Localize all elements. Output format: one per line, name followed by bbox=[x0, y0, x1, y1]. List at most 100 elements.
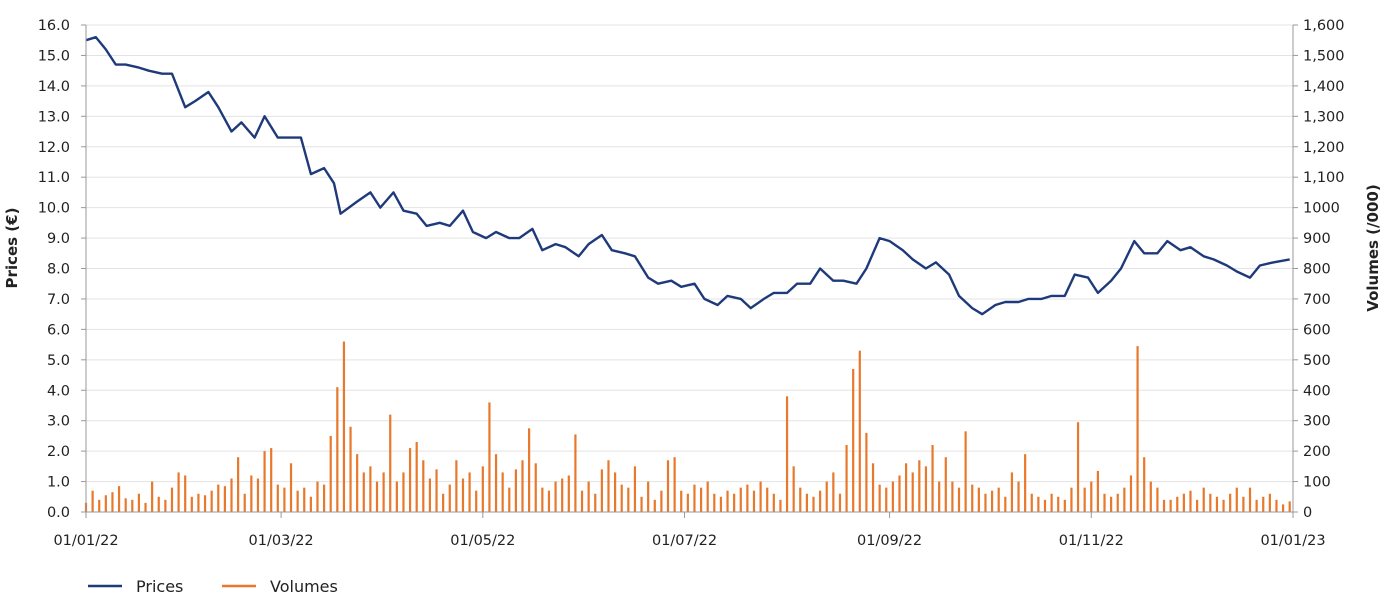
volume-bar bbox=[111, 492, 114, 512]
y-left-tick-label: 15.0 bbox=[38, 48, 70, 64]
volume-bar bbox=[812, 496, 815, 512]
volume-bar bbox=[1281, 504, 1285, 512]
volume-bar bbox=[521, 460, 524, 512]
y-right-tick-label: 300 bbox=[1303, 414, 1331, 430]
volume-bar bbox=[739, 487, 742, 512]
volume-bar bbox=[177, 472, 180, 512]
volume-bar bbox=[554, 481, 557, 512]
volume-bar bbox=[1189, 490, 1192, 512]
volume-bar bbox=[871, 463, 875, 512]
volume-bar bbox=[561, 478, 564, 512]
y-left-tick-label: 12.0 bbox=[38, 140, 70, 156]
volume-bar bbox=[289, 463, 293, 512]
volume-bar bbox=[342, 341, 346, 512]
volume-bar bbox=[766, 487, 769, 512]
volume-bar bbox=[693, 484, 696, 512]
volume-bar bbox=[819, 490, 822, 512]
y-left-tick-label: 14.0 bbox=[38, 79, 70, 95]
volume-bar bbox=[468, 472, 471, 512]
y-left-tick-label: 8.0 bbox=[47, 262, 70, 278]
volume-bar bbox=[1017, 481, 1020, 512]
y-right-axis-title: Volumes (/000) bbox=[1364, 184, 1382, 311]
legend-volumes-label: Volumes bbox=[270, 577, 338, 596]
x-tick-label: 01/09/22 bbox=[857, 533, 922, 549]
volume-bar bbox=[640, 496, 643, 512]
volume-bar bbox=[256, 478, 260, 512]
volume-bar bbox=[415, 441, 418, 512]
volume-bar bbox=[627, 487, 630, 512]
volume-bar bbox=[455, 460, 458, 512]
volume-bar bbox=[237, 457, 240, 512]
volume-bar bbox=[594, 493, 597, 512]
volume-bar bbox=[990, 490, 994, 512]
volume-bar bbox=[1182, 493, 1185, 512]
volume-bar bbox=[1136, 346, 1139, 512]
volume-bar bbox=[984, 493, 987, 512]
volume-bar bbox=[838, 493, 842, 512]
price-series-line bbox=[85, 36, 1290, 316]
volume-bar bbox=[1096, 470, 1099, 512]
volume-bar bbox=[1090, 481, 1093, 512]
volume-bar bbox=[1242, 496, 1245, 512]
volume-bar bbox=[1103, 493, 1106, 512]
y-right-tick-label: 600 bbox=[1303, 322, 1331, 338]
y-right-tick-label: 700 bbox=[1303, 292, 1331, 308]
volume-bar bbox=[832, 472, 835, 512]
volume-bar bbox=[931, 445, 934, 512]
volume-bar bbox=[508, 487, 511, 512]
y-right-tick-label: 1,600 bbox=[1303, 18, 1345, 34]
volume-bar bbox=[997, 487, 1000, 512]
volume-bar bbox=[322, 484, 326, 512]
volume-bar bbox=[699, 487, 703, 512]
volume-bar bbox=[151, 481, 154, 512]
volume-bar bbox=[329, 435, 332, 512]
volume-bar bbox=[938, 481, 941, 512]
volume-bar bbox=[1162, 499, 1166, 512]
volume-bar bbox=[904, 463, 908, 512]
axes bbox=[81, 24, 1298, 518]
volume-bar bbox=[402, 472, 405, 512]
tick-labels: 0.0 0 1.0 100 2.0 200 3.0 300 4.0 400 5.0 500 6.0 600… bbox=[38, 18, 1345, 549]
volume-bar bbox=[382, 472, 385, 512]
volume-bar bbox=[779, 499, 782, 512]
volume-bar bbox=[607, 460, 610, 512]
volume-bar bbox=[197, 493, 200, 512]
volume-bar bbox=[395, 481, 398, 512]
y-right-tick-label: 1000 bbox=[1303, 201, 1340, 217]
volume-bar bbox=[428, 478, 432, 512]
volume-bar bbox=[1149, 481, 1152, 512]
volume-bar bbox=[1229, 493, 1232, 512]
volume-bar bbox=[1050, 493, 1053, 512]
volume-bar bbox=[210, 490, 213, 512]
y-left-tick-label: 2.0 bbox=[47, 444, 70, 460]
volume-bars bbox=[84, 341, 1291, 512]
volume-bar bbox=[1043, 499, 1047, 512]
volume-bar bbox=[104, 495, 107, 512]
y-left-tick-label: 11.0 bbox=[38, 170, 70, 186]
volume-bar bbox=[270, 448, 273, 512]
volume-bar bbox=[349, 426, 352, 512]
volume-bar bbox=[1057, 496, 1060, 512]
volume-bar bbox=[1030, 493, 1033, 512]
volume-bar bbox=[600, 469, 603, 512]
volume-bar bbox=[891, 481, 894, 512]
y-left-tick-label: 5.0 bbox=[47, 353, 70, 369]
volume-bar bbox=[250, 475, 253, 512]
volume-bar bbox=[1156, 487, 1159, 512]
volume-bar bbox=[613, 472, 617, 512]
volume-bar bbox=[587, 481, 590, 512]
x-tick-label: 01/01/23 bbox=[1260, 533, 1325, 549]
y-right-tick-label: 200 bbox=[1303, 444, 1331, 460]
volume-bar bbox=[124, 498, 127, 512]
volume-bar bbox=[461, 478, 465, 512]
volume-bar bbox=[164, 499, 167, 512]
volume-bar bbox=[144, 502, 147, 512]
volume-bar bbox=[1129, 475, 1133, 512]
volume-bar bbox=[951, 481, 954, 512]
volume-bar bbox=[528, 428, 531, 512]
volume-bar bbox=[957, 487, 961, 512]
volume-bar bbox=[408, 448, 412, 512]
y-left-tick-label: 9.0 bbox=[47, 231, 70, 247]
